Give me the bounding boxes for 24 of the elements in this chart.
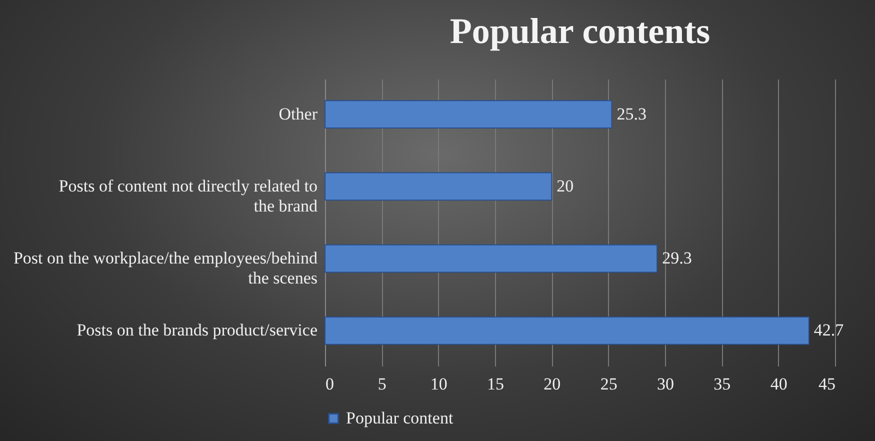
data-label: 29.3 <box>662 248 692 268</box>
x-tick-label: 20 <box>544 374 561 394</box>
x-tick-label: 30 <box>657 374 674 394</box>
chart-title: Popular contents <box>450 11 710 51</box>
x-tick-label: 15 <box>487 374 504 394</box>
bar <box>324 172 552 201</box>
y-tick-label: Posts of content not directly related to the brand <box>58 176 318 216</box>
bar <box>324 316 810 345</box>
x-tick-label: 5 <box>378 374 386 394</box>
data-label: 20 <box>556 176 574 196</box>
bar <box>324 100 612 129</box>
x-tick-label: 0 <box>326 374 334 394</box>
x-tick-label: 25 <box>600 374 618 394</box>
x-tick-label: 45 <box>818 374 836 394</box>
y-tick-label: Post on the workplace/the employees/behind the scenes <box>13 248 318 288</box>
bar <box>324 244 658 273</box>
y-tick-label: Other <box>278 104 318 124</box>
legend-label: Popular content <box>346 408 454 428</box>
data-label: 42.7 <box>814 320 844 340</box>
x-tick-label: 35 <box>714 374 731 394</box>
x-tick-label: 40 <box>770 374 788 394</box>
y-tick-label: Posts on the brands product/service <box>76 320 318 340</box>
data-label: 25.3 <box>616 104 646 124</box>
x-tick-label: 10 <box>430 374 448 394</box>
